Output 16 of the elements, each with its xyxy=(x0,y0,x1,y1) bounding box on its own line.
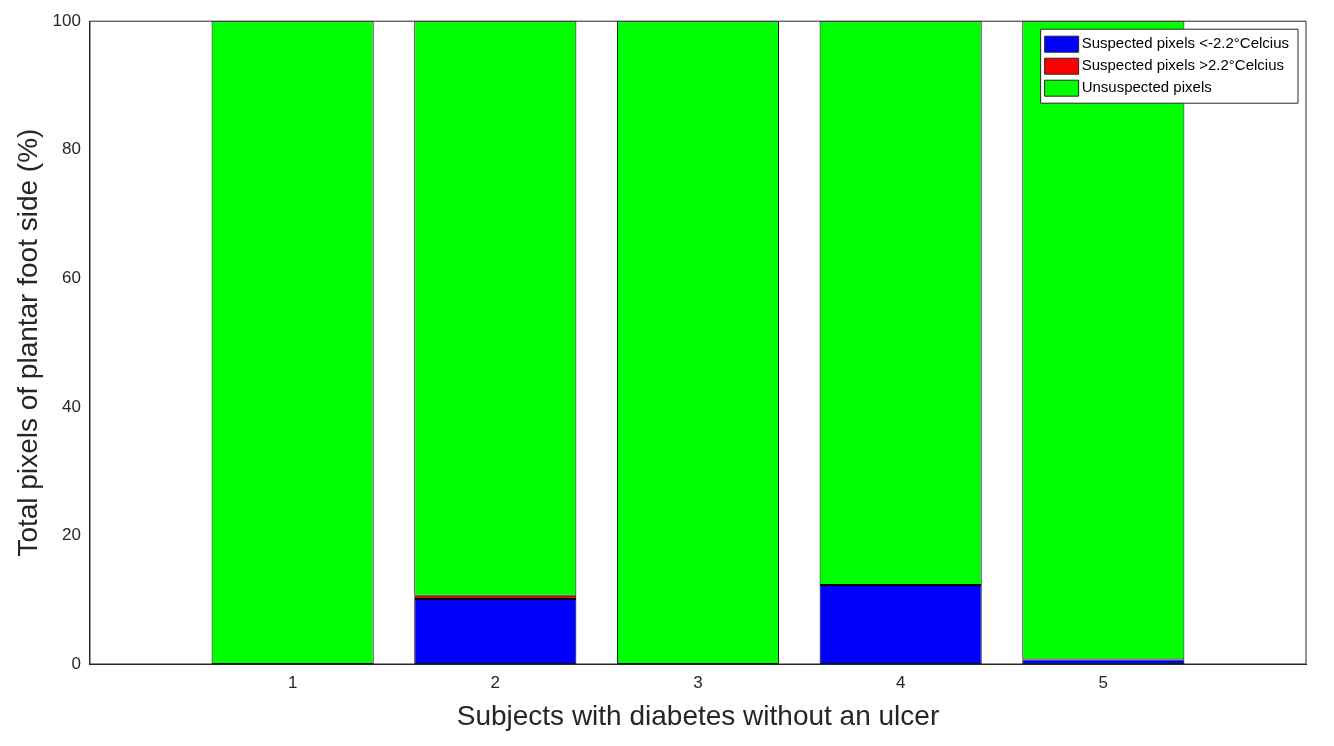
y-tick-label: 60 xyxy=(62,268,81,288)
y-tick-label: 0 xyxy=(71,653,81,673)
x-tick-label: 3 xyxy=(693,672,703,692)
y-tick-label: 100 xyxy=(52,10,81,30)
legend-label: Suspected pixels >2.2°Celcius xyxy=(1081,56,1285,74)
y-axis-title: Total pixels of plantar foot side (%) xyxy=(11,128,43,557)
x-tick-label: 4 xyxy=(895,672,906,692)
y-tick-label: 20 xyxy=(62,525,81,545)
y-tick-label: 80 xyxy=(62,139,81,159)
legend-label: Suspected pixels <-2.2°Celcius xyxy=(1081,34,1289,52)
x-tick-label: 5 xyxy=(1098,672,1109,692)
x-tick-label: 1 xyxy=(287,672,298,692)
x-tick-label: 2 xyxy=(490,672,501,692)
legend-label: Unsuspected pixels xyxy=(1081,78,1212,96)
y-tick-label: 40 xyxy=(62,396,81,416)
x-axis-title: Subjects with diabetes without an ulcer xyxy=(456,699,940,731)
